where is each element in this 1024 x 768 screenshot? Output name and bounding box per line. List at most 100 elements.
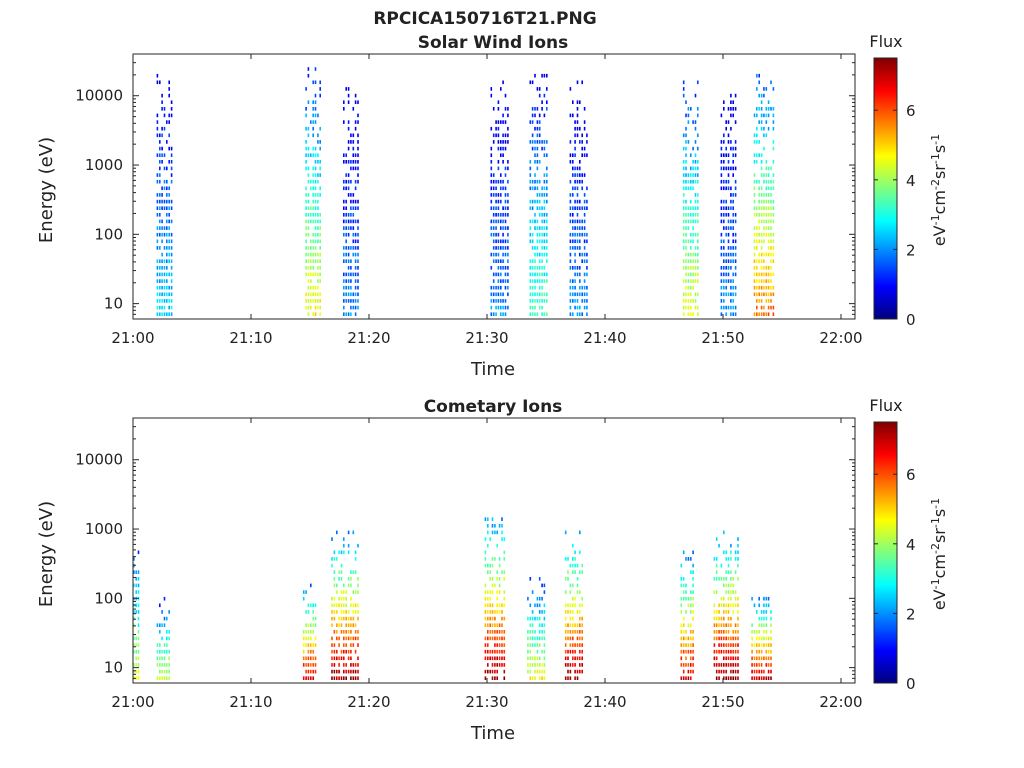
heatmap-cell	[536, 266, 539, 270]
heatmap-cell	[527, 630, 529, 634]
heatmap-cell	[347, 179, 350, 184]
heatmap-cell	[687, 669, 690, 674]
heatmap-cell	[765, 206, 768, 210]
heatmap-cell	[682, 577, 685, 581]
heatmap-cell	[529, 305, 532, 310]
heatmap-cell	[354, 199, 357, 204]
heatmap-cell	[487, 563, 489, 568]
heatmap-cell	[163, 623, 166, 627]
heatmap-cell	[495, 133, 497, 138]
heatmap-cell	[317, 206, 319, 210]
heatmap-cell	[343, 213, 345, 217]
heatmap-cell	[504, 213, 507, 217]
heatmap-cell	[534, 113, 536, 118]
heatmap-cell	[319, 173, 321, 177]
heatmap-cell	[725, 636, 727, 641]
heatmap-cell	[694, 206, 697, 210]
heatmap-cell	[687, 107, 690, 111]
heatmap-cell	[137, 550, 140, 555]
heatmap-cell	[352, 107, 355, 111]
heatmap-cell	[697, 107, 699, 111]
heatmap-cell	[501, 603, 503, 608]
heatmap-cell	[756, 153, 758, 157]
heatmap-cell	[340, 563, 343, 568]
heatmap-cell	[725, 610, 727, 614]
heatmap-cell	[170, 206, 173, 210]
heatmap-cell	[763, 312, 765, 316]
heatmap-cell	[350, 305, 352, 310]
heatmap-cell	[687, 643, 690, 647]
heatmap-cell	[502, 299, 504, 303]
heatmap-cell	[572, 153, 574, 157]
heatmap-cell	[168, 246, 170, 250]
heatmap-cell	[685, 636, 687, 641]
heatmap-cell	[495, 126, 497, 131]
heatmap-cell	[572, 623, 574, 627]
heatmap-cell	[307, 305, 310, 310]
heatmap-cell	[538, 93, 541, 98]
heatmap-cell	[534, 292, 536, 297]
heatmap-cell	[317, 252, 319, 257]
heatmap-cell	[692, 213, 694, 217]
heatmap-cell	[498, 623, 501, 627]
heatmap-cell	[312, 107, 314, 111]
x-tick-label: 21:40	[583, 329, 626, 347]
heatmap-cell	[569, 292, 572, 297]
heatmap-cell	[770, 259, 772, 263]
heatmap-cell	[543, 232, 546, 237]
heatmap-cell	[161, 107, 163, 111]
heatmap-cell	[170, 266, 173, 270]
heatmap-cell	[564, 610, 567, 614]
heatmap-cell	[692, 550, 694, 555]
heatmap-cell	[498, 563, 501, 568]
heatmap-cell	[732, 113, 734, 118]
heatmap-cell	[543, 603, 546, 608]
heatmap-cell	[763, 179, 765, 184]
heatmap-cell	[484, 550, 487, 555]
heatmap-cell	[694, 173, 697, 177]
heatmap-cell	[502, 113, 504, 118]
heatmap-cell	[527, 616, 529, 621]
heatmap-cell	[730, 550, 732, 555]
heatmap-cell	[357, 146, 359, 151]
heatmap-cell	[507, 272, 509, 277]
heatmap-cell	[760, 186, 763, 191]
heatmap-cell	[504, 193, 507, 197]
heatmap-cell	[586, 186, 588, 191]
heatmap-cell	[307, 299, 310, 303]
heatmap-cell	[543, 199, 546, 204]
heatmap-cell	[312, 272, 314, 277]
heatmap-cell	[765, 252, 768, 257]
heatmap-cell	[697, 80, 699, 85]
heatmap-cell	[347, 219, 350, 224]
heatmap-cell	[697, 193, 699, 197]
heatmap-cell	[343, 305, 345, 310]
heatmap-cell	[343, 537, 345, 541]
heatmap-cell	[770, 179, 772, 184]
heatmap-cell	[583, 232, 586, 237]
heatmap-cell	[529, 179, 532, 184]
heatmap-cell	[166, 292, 168, 297]
heatmap-cell	[765, 603, 768, 608]
heatmap-cell	[576, 206, 579, 210]
heatmap-cell	[734, 266, 737, 270]
heatmap-cell	[692, 279, 694, 283]
heatmap-cell	[583, 279, 586, 283]
heatmap-cell	[503, 656, 506, 661]
heatmap-cell	[685, 292, 687, 297]
heatmap-cell	[529, 312, 532, 316]
heatmap-cell	[489, 563, 491, 568]
heatmap-cell	[484, 596, 487, 601]
heatmap-cell	[159, 279, 161, 283]
heatmap-cell	[531, 292, 534, 297]
heatmap-cell	[770, 616, 772, 621]
heatmap-cell	[730, 146, 732, 151]
heatmap-cell	[541, 259, 543, 263]
heatmap-cell	[727, 179, 730, 184]
heatmap-cell	[531, 305, 534, 310]
heatmap-cell	[159, 246, 161, 250]
heatmap-cell	[682, 663, 685, 667]
heatmap-cell	[357, 259, 359, 263]
heatmap-cell	[687, 239, 690, 244]
heatmap-cell	[504, 173, 507, 177]
